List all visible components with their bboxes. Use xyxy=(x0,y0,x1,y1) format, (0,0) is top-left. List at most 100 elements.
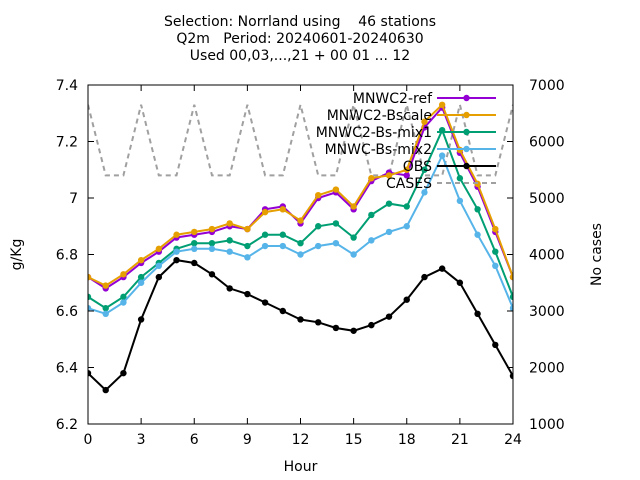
data-point-mnwc2-bscale xyxy=(173,231,180,238)
data-point-mnwc2-bscale xyxy=(509,273,513,281)
data-point-mnwc-bs-mix2 xyxy=(315,242,322,250)
data-point-mnwc-bs-mix2 xyxy=(137,279,145,286)
data-point-mnwc2-bs-mix1 xyxy=(474,206,481,213)
chart-title: Selection: Norrland using 46 stations Q2… xyxy=(0,14,600,65)
y-tick-label: 7 xyxy=(69,191,78,207)
data-point-mnwc-bs-mix2 xyxy=(456,197,464,205)
data-point-mnwc2-bscale xyxy=(261,208,269,216)
data-point-mnwc2-bs-mix1 xyxy=(137,273,145,281)
data-point-obs xyxy=(315,319,322,326)
data-point-obs xyxy=(261,299,269,306)
data-point-mnwc-bs-mix2 xyxy=(509,304,513,312)
y2-tick-label: 4000 xyxy=(529,248,565,264)
data-point-mnwc-bs-mix2 xyxy=(438,152,446,159)
data-point-obs xyxy=(492,341,499,349)
data-point-mnwc2-bscale xyxy=(438,101,446,108)
data-point-mnwc2-bs-mix1 xyxy=(226,237,233,244)
y2-tick-label: 5000 xyxy=(529,191,565,207)
title-line-2: Q2m Period: 20240601-20240630 xyxy=(176,31,424,47)
data-point-obs xyxy=(173,256,180,264)
data-point-mnwc2-bs-mix1 xyxy=(492,248,499,255)
data-point-mnwc2-bscale xyxy=(279,206,286,213)
legend-marker-obs xyxy=(463,162,470,170)
legend-marker-mnwc2-ref xyxy=(463,94,470,102)
y-tick-label: 7.4 xyxy=(56,78,78,94)
data-point-mnwc-bs-mix2 xyxy=(279,242,286,250)
data-point-obs xyxy=(297,316,304,323)
data-point-mnwc2-bs-mix1 xyxy=(421,166,428,173)
data-point-mnwc-bs-mix2 xyxy=(474,231,481,238)
y-tick-label: 6.4 xyxy=(56,361,78,377)
data-point-mnwc2-bscale xyxy=(332,186,340,193)
legend: MNWC2-refMNWC2-BscaleMNWC2-Bs-mix1MNWC-B… xyxy=(316,91,496,192)
data-point-obs xyxy=(350,327,357,334)
data-point-obs xyxy=(421,273,428,281)
data-point-mnwc-bs-mix2 xyxy=(350,251,357,258)
data-point-mnwc2-bs-mix1 xyxy=(456,175,464,182)
data-point-mnwc-bs-mix2 xyxy=(421,189,428,196)
legend-marker-mnwc-bs-mix2 xyxy=(463,145,470,153)
x-tick-label: 12 xyxy=(292,432,310,448)
data-point-mnwc-bs-mix2 xyxy=(88,304,92,312)
y-tick-label: 6.6 xyxy=(56,304,78,320)
y2-axis-label: No cases xyxy=(589,223,605,286)
data-point-mnwc2-bs-mix1 xyxy=(88,293,92,301)
data-point-mnwc2-bs-mix1 xyxy=(368,211,375,219)
data-point-mnwc2-bscale xyxy=(191,228,198,236)
data-point-mnwc2-bs-mix1 xyxy=(120,293,127,301)
data-point-obs xyxy=(226,285,233,292)
data-point-mnwc2-bs-mix1 xyxy=(315,223,322,230)
data-point-obs xyxy=(474,310,481,318)
data-point-mnwc2-bscale xyxy=(421,118,428,125)
y-tick-label: 6.2 xyxy=(56,417,78,433)
data-point-mnwc2-bs-mix1 xyxy=(509,293,513,301)
data-point-mnwc2-bscale xyxy=(137,256,145,264)
data-point-obs xyxy=(332,324,340,332)
y-axis-label: g/Kg xyxy=(9,239,25,271)
data-point-mnwc2-bs-mix1 xyxy=(261,231,269,238)
legend-label-mnwc2-bs-mix1: MNWC2-Bs-mix1 xyxy=(316,125,432,141)
tick-labels: 0 3 6 9 12 15 18 21 24 6.2 6.4 6.6 6.8 7 7.2 7.4 1000 200… xyxy=(56,78,565,448)
x-tick-label: 9 xyxy=(243,432,252,448)
data-point-mnwc2-bscale xyxy=(315,191,322,199)
data-point-mnwc-bs-mix2 xyxy=(492,262,499,269)
data-point-mnwc-bs-mix2 xyxy=(208,245,216,253)
data-point-obs xyxy=(368,321,375,329)
legend-label-mnwc-bs-mix2: MNWC-Bs-mix2 xyxy=(325,142,432,158)
data-point-mnwc2-bscale xyxy=(88,273,92,281)
data-point-obs xyxy=(403,296,410,303)
x-axis-label: Hour xyxy=(284,459,318,475)
plot-frame xyxy=(87,84,514,425)
data-point-obs xyxy=(155,273,163,281)
data-point-mnwc-bs-mix2 xyxy=(155,262,163,269)
data-point-mnwc2-bs-mix1 xyxy=(102,304,109,312)
data-point-mnwc2-bs-mix1 xyxy=(208,240,216,247)
data-point-mnwc2-bscale xyxy=(350,203,357,210)
data-point-mnwc2-bscale xyxy=(492,225,499,233)
x-tick-label: 6 xyxy=(190,432,199,448)
legend-marker-mnwc2-bs-mix1 xyxy=(463,128,470,136)
data-point-obs xyxy=(385,313,393,320)
series-line-mnwc2-ref xyxy=(88,105,513,290)
legend-label-mnwc2-bscale: MNWC2-Bscale xyxy=(327,108,432,124)
data-point-mnwc-bs-mix2 xyxy=(226,248,233,255)
data-point-mnwc-bs-mix2 xyxy=(173,248,180,255)
x-tick-label: 18 xyxy=(398,432,416,448)
y2-tick-label: 7000 xyxy=(529,78,565,94)
data-point-mnwc2-bs-mix1 xyxy=(332,220,340,227)
data-point-obs xyxy=(120,369,127,377)
data-point-obs xyxy=(509,372,513,380)
y2-tick-label: 1000 xyxy=(529,417,565,433)
data-point-mnwc-bs-mix2 xyxy=(102,310,109,318)
data-point-mnwc-bs-mix2 xyxy=(368,237,375,244)
data-point-mnwc2-bs-mix1 xyxy=(403,203,410,210)
legend-marker-mnwc2-bscale xyxy=(463,111,470,119)
y-tick-label: 6.8 xyxy=(56,248,78,264)
data-point-obs xyxy=(438,265,446,272)
data-point-mnwc-bs-mix2 xyxy=(191,245,198,253)
title-line-3: Used 00,03,...,21 + 00 01 ... 12 xyxy=(189,48,411,64)
data-point-obs xyxy=(456,279,464,286)
legend-label-obs: OBS xyxy=(403,159,432,175)
data-point-mnwc-bs-mix2 xyxy=(297,251,304,258)
data-point-mnwc-bs-mix2 xyxy=(332,240,340,247)
